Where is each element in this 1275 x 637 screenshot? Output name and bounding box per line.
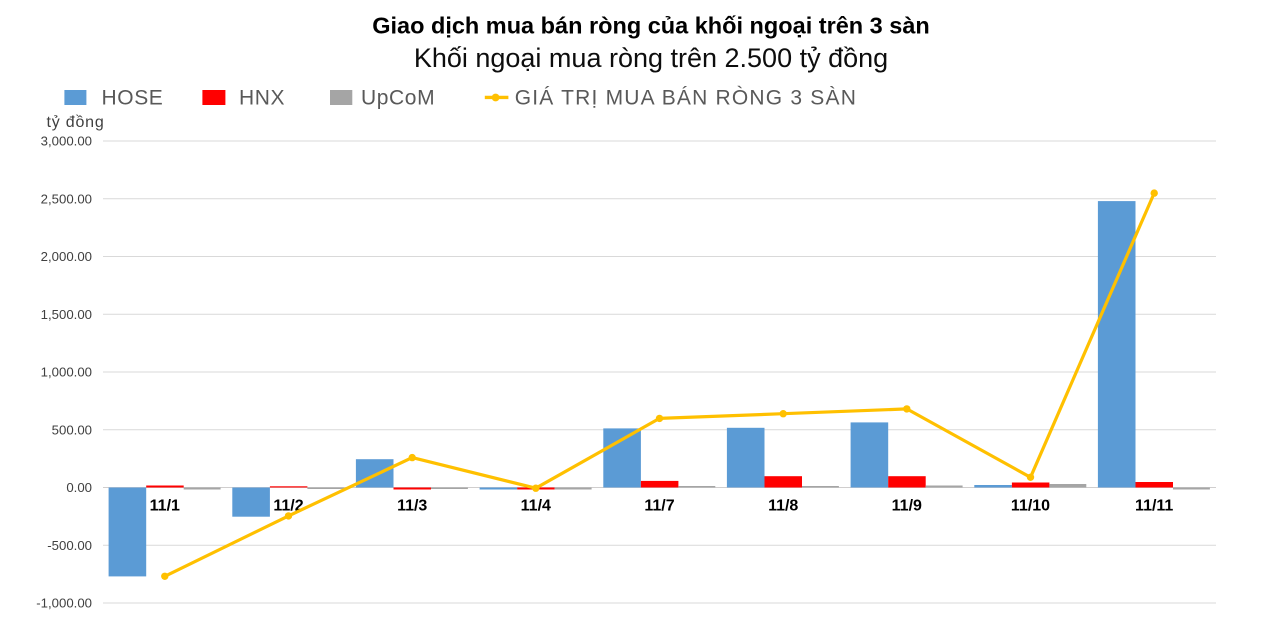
svg-text:11/8: 11/8 xyxy=(768,498,798,515)
svg-text:11/9: 11/9 xyxy=(892,498,922,515)
svg-text:-1,000.00: -1,000.00 xyxy=(36,596,92,611)
svg-text:3,000.00: 3,000.00 xyxy=(41,134,92,149)
svg-text:2,500.00: 2,500.00 xyxy=(41,191,92,206)
svg-text:-500.00: -500.00 xyxy=(47,538,92,553)
svg-text:11/1: 11/1 xyxy=(150,498,180,515)
svg-text:HNX: HNX xyxy=(239,87,285,110)
svg-text:0.00: 0.00 xyxy=(66,480,92,495)
svg-text:500.00: 500.00 xyxy=(52,422,92,437)
svg-text:tỷ đồng: tỷ đồng xyxy=(47,114,105,131)
svg-text:GIÁ TRỊ MUA BÁN RÒNG 3 SÀN: GIÁ TRỊ MUA BÁN RÒNG 3 SÀN xyxy=(515,87,857,110)
svg-text:Khối ngoại mua ròng trên 2.500: Khối ngoại mua ròng trên 2.500 tỷ đồng xyxy=(414,43,888,73)
svg-text:2,000.00: 2,000.00 xyxy=(41,249,92,264)
svg-text:11/2: 11/2 xyxy=(273,498,303,515)
svg-text:11/7: 11/7 xyxy=(644,498,674,515)
svg-text:Giao dịch mua bán ròng của khố: Giao dịch mua bán ròng của khối ngoại tr… xyxy=(372,13,930,39)
svg-text:1,000.00: 1,000.00 xyxy=(41,365,92,380)
svg-text:UpCoM: UpCoM xyxy=(361,87,435,110)
svg-text:11/3: 11/3 xyxy=(397,498,427,515)
svg-text:11/11: 11/11 xyxy=(1135,498,1173,515)
svg-text:11/4: 11/4 xyxy=(521,498,551,515)
svg-text:1,500.00: 1,500.00 xyxy=(41,307,92,322)
svg-text:HOSE: HOSE xyxy=(102,87,164,110)
svg-text:11/10: 11/10 xyxy=(1011,498,1050,515)
